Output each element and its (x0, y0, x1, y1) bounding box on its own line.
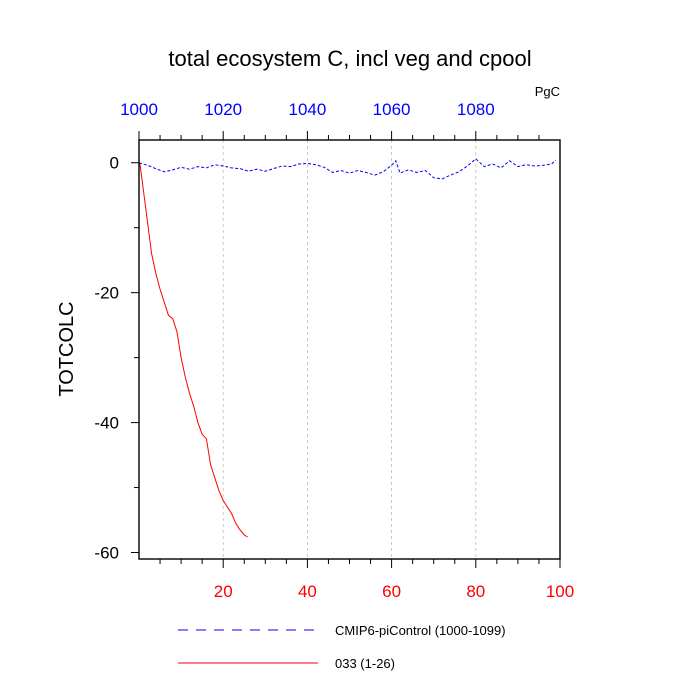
series-line (138, 158, 557, 180)
legend: CMIP6-piControl (1000-1099) 033 (1-26) (178, 623, 506, 671)
y-tick-label: -60 (94, 544, 119, 563)
axes-group: 20 40 60 80 100 1000 1020 1040 1060 1080 0 -20 -40 -6… (94, 100, 574, 601)
y-tick-label: -20 (94, 284, 119, 303)
legend-label: 033 (1-26) (335, 656, 395, 671)
x-top-tick-label: 1000 (120, 100, 158, 119)
y-tick-label: 0 (110, 154, 119, 173)
y-axis-label: TOTCOLC (56, 301, 78, 396)
x-bottom-tick-label: 80 (466, 582, 485, 601)
x-bottom-tick-label: 60 (382, 582, 401, 601)
x-top-tick-label: 1020 (204, 100, 242, 119)
x-top-tick-label: 1060 (373, 100, 411, 119)
x-top-tick-label: 1080 (457, 100, 495, 119)
series-line (139, 162, 248, 538)
plot-frame (138, 139, 561, 560)
series-group (138, 158, 557, 538)
grid-lines (222, 140, 477, 559)
x-bottom-tick-label: 40 (298, 582, 317, 601)
x-top-tick-label: 1040 (288, 100, 326, 119)
units-label: PgC (535, 84, 560, 99)
chart-title: total ecosystem C, incl veg and cpool (168, 46, 531, 71)
x-bottom-tick-label: 20 (214, 582, 233, 601)
y-tick-label: -40 (94, 414, 119, 433)
x-bottom-tick-label: 100 (546, 582, 574, 601)
legend-label: CMIP6-piControl (1000-1099) (335, 623, 506, 638)
